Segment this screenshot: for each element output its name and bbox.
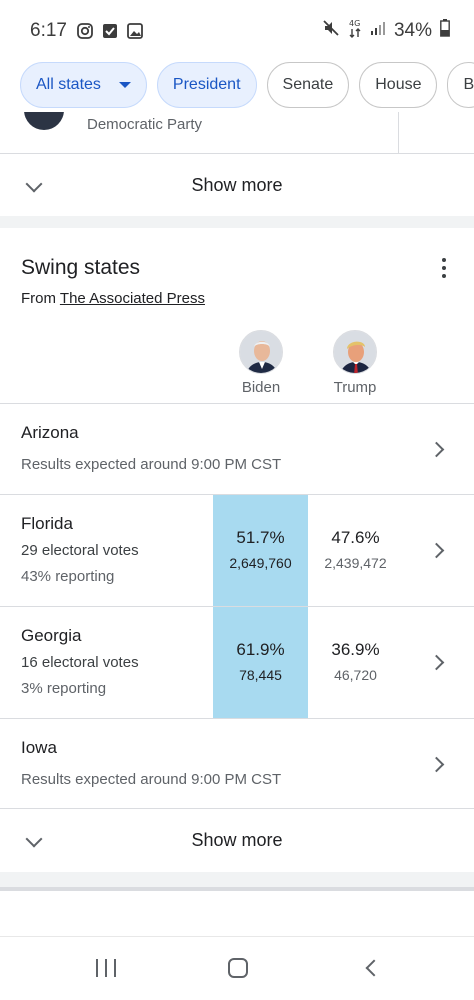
card-source: From The Associated Press bbox=[21, 290, 205, 307]
chip-label: House bbox=[375, 76, 422, 93]
chip-label: President bbox=[172, 76, 241, 93]
state-name: Georgia bbox=[21, 626, 82, 645]
card-separator bbox=[0, 872, 474, 936]
party-label: Democratic Party bbox=[87, 116, 203, 133]
state-row-florida[interactable]: Florida 29 electoral votes 43% reporting… bbox=[0, 494, 474, 606]
chip-senate[interactable]: Senate bbox=[266, 62, 350, 108]
mute-icon bbox=[322, 19, 340, 43]
next-card-top bbox=[0, 891, 474, 936]
chip-label: B bbox=[463, 76, 474, 93]
divider bbox=[0, 808, 474, 809]
column-divider bbox=[398, 112, 399, 153]
home-icon[interactable] bbox=[228, 958, 248, 978]
reporting-status: 43% reporting bbox=[21, 568, 115, 585]
battery-icon bbox=[440, 19, 450, 43]
chip-president[interactable]: President bbox=[156, 62, 257, 108]
source-prefix: From bbox=[21, 290, 60, 307]
status-right: 4G 34% bbox=[322, 18, 450, 44]
candidate-row-partial: Democratic Party bbox=[0, 112, 474, 154]
more-options-icon[interactable] bbox=[440, 258, 448, 278]
electoral-votes: 16 electoral votes bbox=[21, 654, 139, 671]
biden-photo-icon bbox=[239, 330, 283, 374]
leading-cell bbox=[213, 607, 308, 718]
chevron-right-icon bbox=[428, 441, 445, 458]
card-title: Swing states bbox=[21, 256, 141, 279]
trump-votes: 46,720 bbox=[334, 667, 377, 683]
checkbox-notification-icon bbox=[102, 23, 118, 39]
chip-label: Senate bbox=[282, 76, 334, 93]
state-row-georgia[interactable]: Georgia 16 electoral votes 3% reporting … bbox=[0, 606, 474, 718]
candidate-trump[interactable]: Trump bbox=[315, 330, 395, 396]
state-row-iowa[interactable]: Iowa Results expected around 9:00 PM CST bbox=[0, 718, 474, 809]
results-note: Results expected around 9:00 PM CST bbox=[21, 771, 282, 788]
back-icon[interactable] bbox=[365, 959, 383, 977]
candidate-biden[interactable]: Biden bbox=[221, 330, 301, 396]
trump-percent: 47.6% bbox=[331, 528, 380, 547]
network-4g-icon: 4G bbox=[348, 18, 362, 44]
system-nav-bar bbox=[0, 936, 474, 1000]
state-row-arizona[interactable]: Arizona Results expected around 9:00 PM … bbox=[0, 403, 474, 494]
source-link[interactable]: The Associated Press bbox=[59, 290, 205, 307]
chevron-right-icon bbox=[428, 756, 445, 773]
signal-icon bbox=[370, 20, 386, 42]
show-more-label: Show more bbox=[191, 174, 283, 195]
status-bar: 6:17 4G 34% bbox=[0, 0, 474, 62]
chip-label: All states bbox=[36, 76, 101, 93]
recent-apps-icon[interactable] bbox=[96, 959, 116, 977]
leading-cell bbox=[213, 495, 308, 606]
chevron-right-icon bbox=[428, 654, 445, 671]
state-name: Florida bbox=[21, 514, 73, 533]
electoral-votes: 29 electoral votes bbox=[21, 542, 139, 559]
biden-percent: 61.9% bbox=[236, 640, 285, 659]
biden-votes: 78,445 bbox=[239, 667, 282, 683]
dropdown-caret-icon bbox=[118, 82, 131, 88]
show-more-button[interactable]: Show more bbox=[0, 809, 474, 871]
filter-chips: All states President Senate House B bbox=[0, 62, 474, 110]
biden-votes: 2,649,760 bbox=[229, 555, 292, 571]
chevron-right-icon bbox=[428, 542, 445, 559]
divider bbox=[0, 887, 474, 891]
show-more-button[interactable]: Show more bbox=[0, 154, 474, 216]
chip-ballot-measures[interactable]: B bbox=[447, 62, 474, 108]
candidate-name: Trump bbox=[333, 379, 377, 396]
state-name: Arizona bbox=[21, 423, 79, 442]
chip-all-states[interactable]: All states bbox=[20, 62, 147, 108]
biden-percent: 51.7% bbox=[236, 528, 285, 547]
battery-percent: 34% bbox=[393, 20, 432, 41]
trump-photo-icon bbox=[333, 330, 377, 374]
svg-text:4G: 4G bbox=[349, 19, 360, 28]
card-separator bbox=[0, 216, 474, 228]
chevron-down-icon bbox=[25, 830, 43, 848]
status-time: 6:17 bbox=[30, 20, 67, 41]
results-note: Results expected around 9:00 PM CST bbox=[21, 456, 282, 473]
candidate-avatar bbox=[24, 112, 64, 130]
chip-house[interactable]: House bbox=[359, 62, 438, 108]
reporting-status: 3% reporting bbox=[21, 680, 107, 697]
candidate-name: Biden bbox=[241, 379, 281, 396]
trump-percent: 36.9% bbox=[331, 640, 380, 659]
image-notification-icon bbox=[127, 23, 143, 39]
chevron-down-icon bbox=[25, 175, 43, 193]
instagram-icon bbox=[77, 23, 93, 39]
trump-votes: 2,439,472 bbox=[324, 555, 387, 571]
show-more-label: Show more bbox=[191, 829, 283, 850]
state-name: Iowa bbox=[21, 738, 57, 757]
